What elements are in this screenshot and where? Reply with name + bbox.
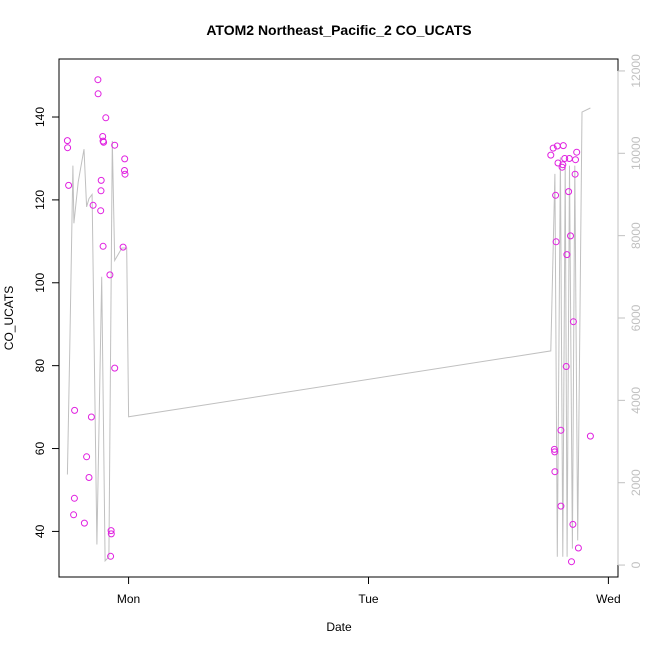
data-point	[586, 432, 594, 440]
data-point	[562, 363, 570, 370]
data-point	[106, 271, 114, 279]
data-point	[119, 243, 127, 251]
x-tick-label: Tue	[358, 592, 379, 606]
data-point	[64, 144, 72, 152]
data-point	[97, 176, 105, 184]
y-tick-label: 60	[33, 442, 47, 456]
y-tick-label: 100	[33, 272, 47, 292]
x-axis-label: Date	[326, 620, 352, 634]
x-axis: Mon Tue Wed	[117, 576, 621, 606]
series-line	[66, 107, 591, 563]
data-point	[552, 238, 560, 246]
x-tick-label: Mon	[117, 592, 140, 606]
data-point	[552, 191, 560, 199]
secondary-y-axis: 0 2000 4000 6000 8000 10000 12000	[617, 54, 643, 568]
y-tick-label: 40	[33, 524, 47, 538]
data-point	[89, 201, 97, 209]
data-point	[559, 142, 567, 150]
line-series	[66, 107, 591, 563]
data-point	[70, 511, 78, 519]
data-point	[65, 181, 73, 189]
data-point	[563, 251, 571, 259]
y2-tick-label: 4000	[629, 387, 643, 414]
y-tick-label: 140	[33, 107, 47, 127]
data-point	[568, 558, 575, 566]
data-point	[94, 90, 102, 98]
data-point	[572, 156, 579, 164]
y-axis: 40 60 80 100 120 140	[33, 107, 60, 538]
y2-tick-label: 12000	[629, 54, 643, 88]
data-point	[121, 170, 129, 178]
data-point	[557, 502, 565, 510]
data-point	[71, 406, 79, 414]
data-point	[547, 151, 555, 159]
data-point	[99, 242, 107, 250]
data-point	[111, 364, 119, 372]
y-axis-label: CO_UCATS	[2, 286, 16, 350]
data-point	[111, 141, 119, 149]
data-point	[573, 148, 581, 156]
y2-tick-label: 8000	[629, 222, 643, 249]
y-tick-label: 80	[33, 359, 47, 373]
data-point	[551, 448, 559, 456]
data-point	[121, 167, 128, 174]
data-point	[571, 170, 579, 178]
data-point	[561, 155, 569, 162]
data-point	[569, 520, 577, 528]
x-tick-label: Wed	[596, 592, 620, 606]
data-point	[83, 453, 91, 461]
data-point	[94, 76, 102, 84]
data-point	[102, 114, 110, 122]
chart-title: ATOM2 Northeast_Pacific_2 CO_UCATS	[206, 22, 471, 38]
data-point	[85, 474, 93, 481]
data-point	[567, 232, 574, 240]
y2-tick-label: 6000	[629, 304, 643, 331]
data-point	[549, 144, 557, 152]
data-point	[87, 413, 95, 421]
data-point	[97, 187, 105, 195]
data-point	[70, 494, 78, 502]
data-point	[557, 426, 565, 434]
data-point	[107, 552, 115, 560]
y-tick-label: 120	[33, 190, 47, 210]
data-point	[574, 544, 582, 552]
data-point	[569, 318, 577, 326]
point-series	[63, 76, 594, 566]
data-point	[63, 137, 71, 145]
data-point	[100, 138, 108, 146]
data-point	[121, 155, 129, 163]
data-point	[565, 188, 573, 196]
data-point	[107, 527, 115, 535]
data-point	[551, 468, 559, 476]
y2-tick-label: 0	[629, 561, 643, 568]
y2-tick-label: 2000	[629, 469, 643, 496]
data-point	[550, 445, 558, 453]
data-point	[554, 159, 562, 167]
data-point	[559, 161, 567, 169]
y2-tick-label: 10000	[629, 136, 643, 170]
data-point	[80, 519, 88, 527]
data-point	[107, 530, 115, 538]
data-point	[97, 207, 105, 215]
